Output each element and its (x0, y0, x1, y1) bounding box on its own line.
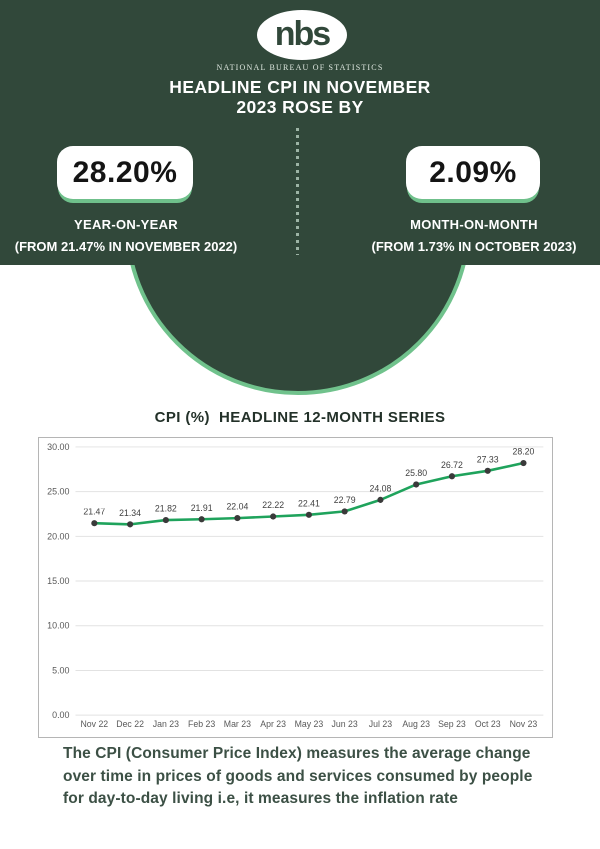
hero-banner: nbs NATIONAL BUREAU OF STATISTICS HEADLI… (0, 0, 600, 265)
dotted-divider (296, 128, 299, 255)
svg-text:10.00: 10.00 (47, 621, 69, 631)
svg-text:Dec 22: Dec 22 (116, 719, 144, 729)
svg-text:Mar 23: Mar 23 (224, 719, 251, 729)
svg-text:May 23: May 23 (295, 719, 324, 729)
svg-text:21.34: 21.34 (119, 508, 141, 518)
svg-text:30.00: 30.00 (47, 442, 69, 452)
footer-line3: for day-to-day living i.e, it measures t… (63, 790, 459, 807)
svg-text:22.41: 22.41 (298, 498, 320, 508)
mom-stat-card: 2.09% (406, 146, 540, 199)
mom-sublabel: (FROM 1.73% IN OCTOBER 2023) (371, 239, 577, 254)
svg-text:26.72: 26.72 (441, 460, 463, 470)
footer-line1: The CPI (Consumer Price Index) measures … (63, 745, 531, 762)
nbs-logo-text: nbs (274, 14, 331, 53)
org-name: NATIONAL BUREAU OF STATISTICS (216, 63, 384, 72)
yoy-label: YEAR-ON-YEAR (74, 217, 178, 232)
footer-line2: over time in prices of goods and service… (63, 767, 533, 785)
svg-text:Nov 22: Nov 22 (81, 719, 109, 729)
nbs-logo: nbs (257, 10, 347, 60)
mom-value: 2.09% (429, 155, 517, 189)
page-title-line2: 2023 ROSE BY (236, 96, 364, 117)
svg-text:22.79: 22.79 (334, 495, 356, 505)
yoy-value: 28.20% (72, 155, 178, 189)
svg-text:25.00: 25.00 (47, 487, 69, 497)
svg-text:21.82: 21.82 (155, 504, 177, 514)
yoy-stat-card: 28.20% (57, 146, 193, 199)
svg-text:27.33: 27.33 (477, 454, 499, 464)
svg-text:Jun 23: Jun 23 (332, 719, 358, 729)
svg-text:Oct 23: Oct 23 (475, 719, 501, 729)
svg-text:Sep 23: Sep 23 (438, 719, 466, 729)
mom-label: MONTH-ON-MONTH (410, 217, 538, 232)
svg-text:15.00: 15.00 (47, 576, 69, 586)
svg-text:Aug 23: Aug 23 (402, 719, 430, 729)
cpi-line-chart: 0.00 5.00 10.00 15.00 20.00 25.00 30.00 Nov 22 D… (47, 442, 544, 729)
svg-text:Jul 23: Jul 23 (369, 719, 392, 729)
yoy-sublabel: (FROM 21.47% IN NOVEMBER 2022) (14, 239, 238, 254)
svg-text:Jan 23: Jan 23 (153, 719, 179, 729)
svg-text:Apr 23: Apr 23 (260, 719, 286, 729)
chart-title: CPI (%) HEADLINE 12-MONTH SERIES (154, 409, 446, 426)
svg-text:21.91: 21.91 (191, 503, 213, 513)
footer-note: The CPI (Consumer Price Index) measures … (63, 743, 553, 811)
svg-text:Feb 23: Feb 23 (188, 719, 215, 729)
svg-text:22.22: 22.22 (262, 500, 284, 510)
page-title: HEADLINE CPI IN NOVEMBER 2023 ROSE BY (0, 77, 600, 117)
svg-text:Nov 23: Nov 23 (510, 719, 538, 729)
chart-container: 0.00 5.00 10.00 15.00 20.00 25.00 30.00 Nov 22 D… (38, 437, 553, 738)
svg-text:25.80: 25.80 (405, 468, 427, 478)
svg-text:20.00: 20.00 (47, 531, 69, 541)
svg-text:28.20: 28.20 (513, 447, 535, 457)
svg-text:5.00: 5.00 (52, 665, 69, 675)
svg-text:24.08: 24.08 (370, 483, 392, 493)
page-title-line1: HEADLINE CPI IN NOVEMBER (169, 77, 431, 97)
svg-text:22.04: 22.04 (226, 502, 248, 512)
svg-text:0.00: 0.00 (52, 710, 69, 720)
svg-text:21.47: 21.47 (83, 507, 105, 517)
